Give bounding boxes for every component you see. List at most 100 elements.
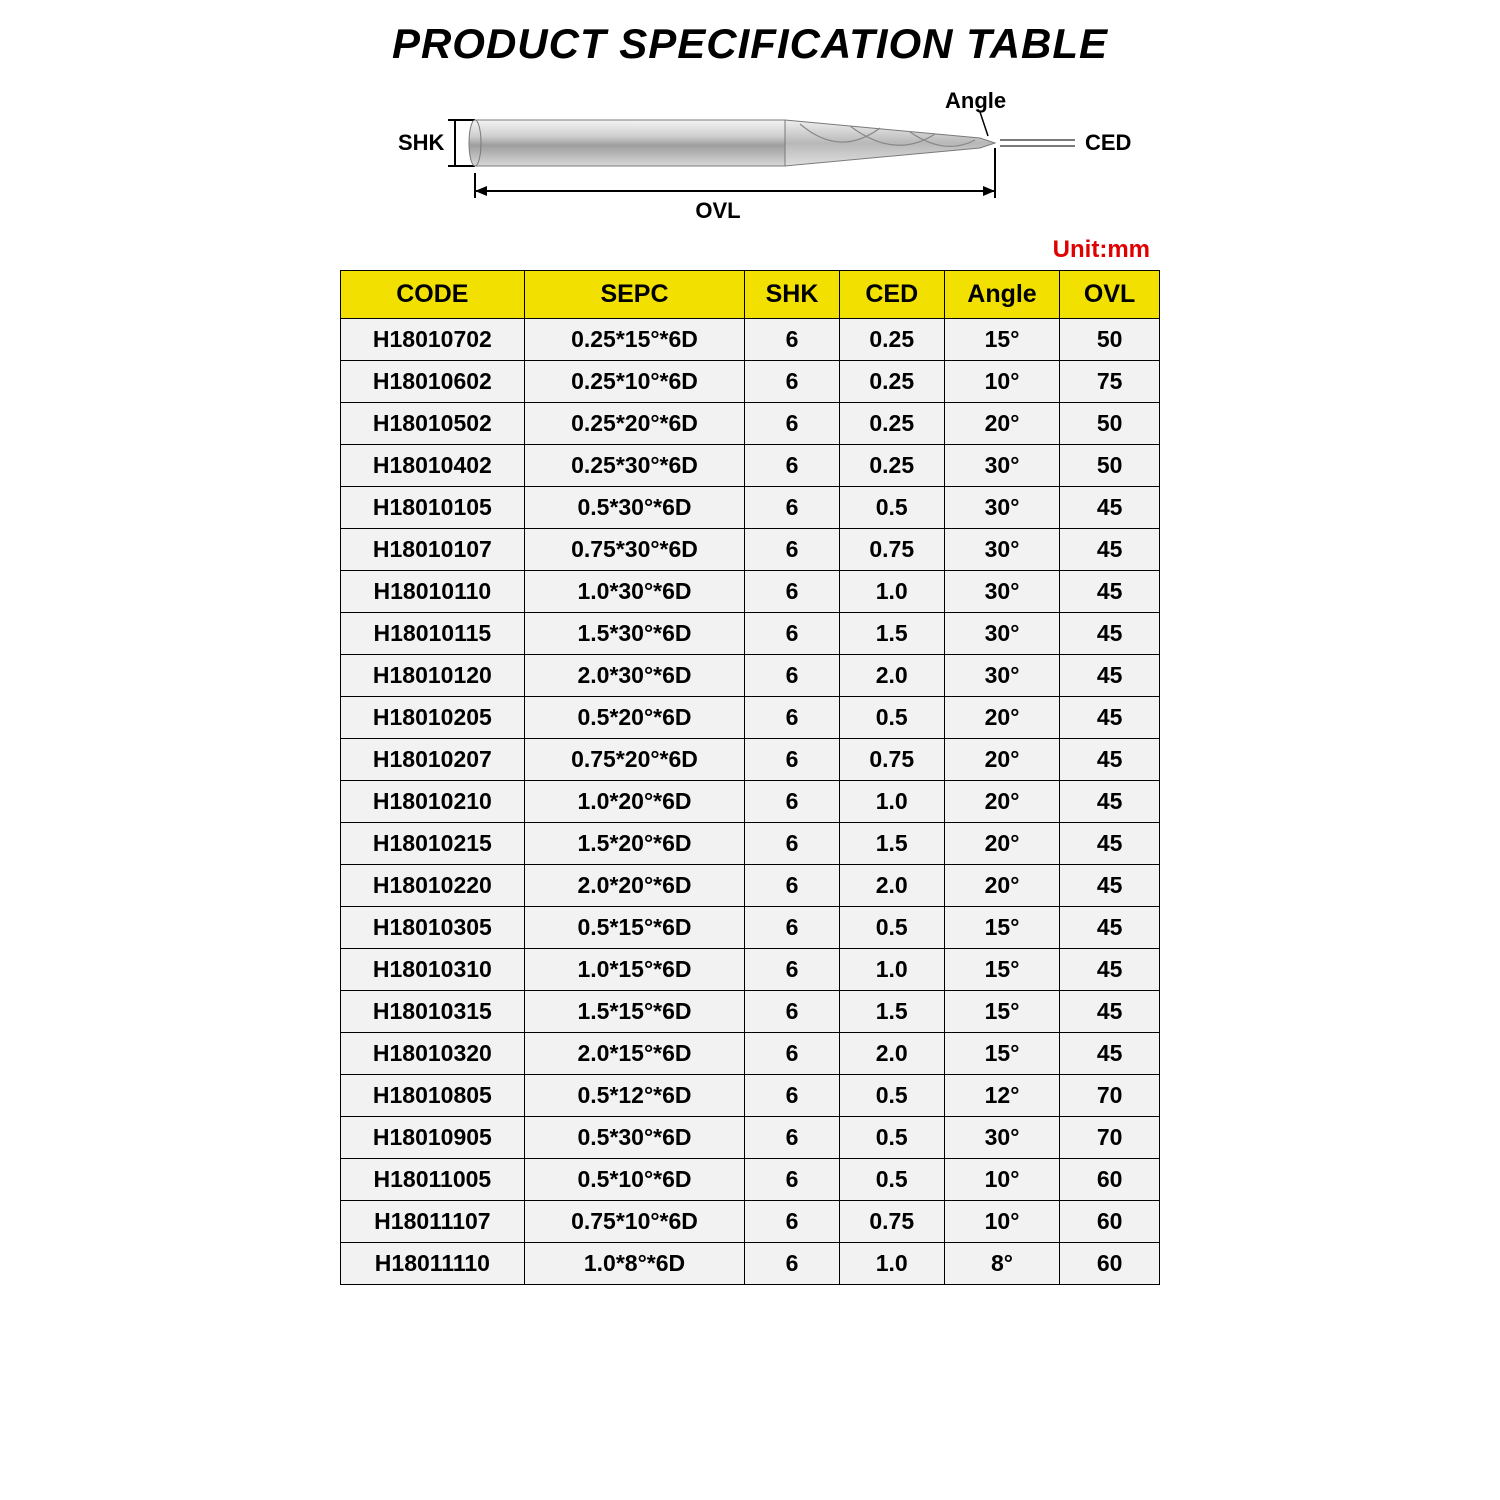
table-cell: 1.0*30°*6D [524,571,745,613]
table-cell: 6 [745,823,840,865]
table-row: H180102101.0*20°*6D61.020°45 [341,781,1160,823]
table-cell: 0.5*30°*6D [524,487,745,529]
table-cell: 6 [745,1159,840,1201]
table-cell: 30° [944,613,1060,655]
col-header-spec: SEPC [524,271,745,319]
table-cell: 45 [1060,781,1160,823]
table-cell: 2.0*15°*6D [524,1033,745,1075]
table-cell: 2.0*30°*6D [524,655,745,697]
table-cell: 6 [745,739,840,781]
table-cell: H18010702 [341,319,525,361]
table-cell: 0.5 [839,697,944,739]
table-cell: 1.0*15°*6D [524,949,745,991]
table-cell: 6 [745,403,840,445]
table-cell: 6 [745,361,840,403]
table-cell: 0.25 [839,361,944,403]
table-cell: 1.0 [839,781,944,823]
table-cell: 0.25*15°*6D [524,319,745,361]
table-cell: 1.0 [839,1243,944,1285]
table-row: H180102070.75*20°*6D60.7520°45 [341,739,1160,781]
table-cell: 0.75*20°*6D [524,739,745,781]
table-cell: 6 [745,781,840,823]
table-cell: 50 [1060,403,1160,445]
table-cell: H18010305 [341,907,525,949]
table-cell: 45 [1060,571,1160,613]
table-row: H180111101.0*8°*6D61.08°60 [341,1243,1160,1285]
table-cell: 0.25 [839,319,944,361]
table-cell: 1.0*20°*6D [524,781,745,823]
table-cell: 1.5 [839,823,944,865]
table-cell: 6 [745,1201,840,1243]
table-row: H180102050.5*20°*6D60.520°45 [341,697,1160,739]
table-cell: 2.0 [839,865,944,907]
table-cell: 60 [1060,1159,1160,1201]
table-row: H180106020.25*10°*6D60.2510°75 [341,361,1160,403]
table-cell: 0.25*20°*6D [524,403,745,445]
table-cell: 45 [1060,697,1160,739]
page-title: PRODUCT SPECIFICATION TABLE [392,20,1108,68]
table-row: H180101202.0*30°*6D62.030°45 [341,655,1160,697]
table-cell: 1.5*20°*6D [524,823,745,865]
table-cell: 45 [1060,487,1160,529]
table-row: H180105020.25*20°*6D60.2520°50 [341,403,1160,445]
table-row: H180102202.0*20°*6D62.020°45 [341,865,1160,907]
table-cell: H18010220 [341,865,525,907]
table-cell: H18011110 [341,1243,525,1285]
table-cell: 75 [1060,361,1160,403]
table-cell: 20° [944,697,1060,739]
table-cell: 0.5 [839,1075,944,1117]
table-cell: 1.5 [839,613,944,655]
table-cell: H18010207 [341,739,525,781]
table-body: H180107020.25*15°*6D60.2515°50H180106020… [341,319,1160,1285]
table-cell: 1.5*30°*6D [524,613,745,655]
table-cell: 30° [944,655,1060,697]
table-row: H180103050.5*15°*6D60.515°45 [341,907,1160,949]
table-cell: 45 [1060,865,1160,907]
table-cell: 15° [944,907,1060,949]
table-cell: 0.5 [839,907,944,949]
table-cell: 30° [944,445,1060,487]
table-cell: 15° [944,949,1060,991]
table-row: H180101151.5*30°*6D61.530°45 [341,613,1160,655]
table-cell: 6 [745,487,840,529]
table-cell: 45 [1060,823,1160,865]
table-cell: 45 [1060,1033,1160,1075]
table-cell: H18010905 [341,1117,525,1159]
table-cell: 0.75*30°*6D [524,529,745,571]
diagram-label-shk: SHK [398,130,445,155]
table-cell: 30° [944,529,1060,571]
table-cell: 0.5*15°*6D [524,907,745,949]
table-cell: 0.75*10°*6D [524,1201,745,1243]
table-cell: 6 [745,1033,840,1075]
table-cell: 20° [944,739,1060,781]
table-cell: 45 [1060,991,1160,1033]
table-row: H180101101.0*30°*6D61.030°45 [341,571,1160,613]
table-cell: H18011005 [341,1159,525,1201]
table-cell: 45 [1060,949,1160,991]
table-cell: 45 [1060,739,1160,781]
table-cell: 15° [944,991,1060,1033]
table-cell: 20° [944,823,1060,865]
unit-label: Unit:mm [340,236,1160,264]
table-cell: 1.5*15°*6D [524,991,745,1033]
col-header-shk: SHK [745,271,840,319]
tool-diagram: SHK Angle CED OVL [340,88,1160,228]
table-cell: 15° [944,319,1060,361]
table-cell: 45 [1060,613,1160,655]
table-row: H180101070.75*30°*6D60.7530°45 [341,529,1160,571]
table-row: H180103101.0*15°*6D61.015°45 [341,949,1160,991]
table-cell: 1.0 [839,571,944,613]
spec-table: CODE SEPC SHK CED Angle OVL H180107020.2… [340,270,1160,1285]
table-row: H180103151.5*15°*6D61.515°45 [341,991,1160,1033]
table-cell: 6 [745,613,840,655]
table-cell: 6 [745,445,840,487]
table-cell: 1.0 [839,949,944,991]
table-cell: 20° [944,865,1060,907]
table-cell: 1.0*8°*6D [524,1243,745,1285]
table-cell: H18010115 [341,613,525,655]
table-cell: 6 [745,319,840,361]
table-cell: 2.0 [839,1033,944,1075]
table-cell: 60 [1060,1243,1160,1285]
table-cell: 2.0 [839,655,944,697]
table-cell: H18010205 [341,697,525,739]
